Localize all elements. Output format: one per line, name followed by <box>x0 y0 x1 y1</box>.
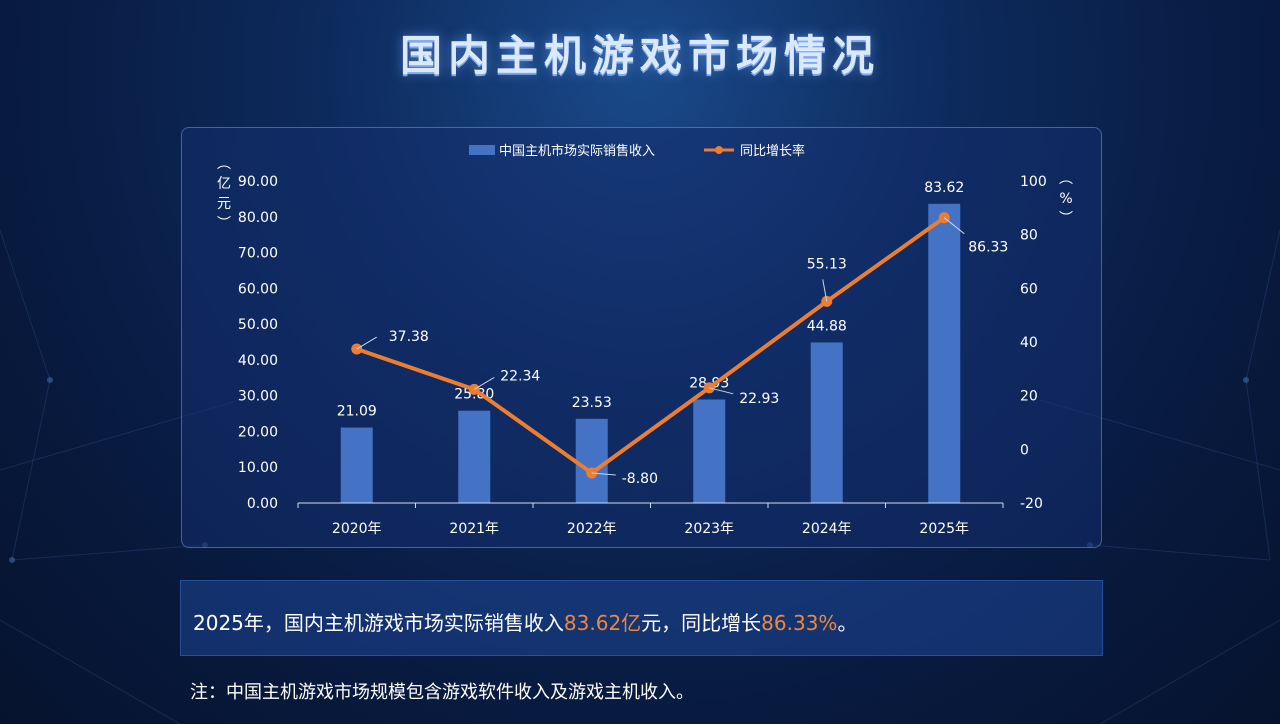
line-value-label: 22.93 <box>739 391 779 407</box>
combo-chart: 中国主机市场实际销售收入 同比增长率 0.00 10.00 20.00 30.00 40.0… <box>217 143 1073 537</box>
y-left-tick-label: 0.00 <box>247 496 278 512</box>
y-left-tick-label: 20.00 <box>238 424 278 440</box>
bar <box>575 418 608 503</box>
x-tick-label: 2021年 <box>449 521 499 537</box>
bar <box>928 203 961 503</box>
y-left-tick-label: 90.00 <box>238 174 278 190</box>
bar-value-label: 21.09 <box>337 404 377 420</box>
y-right-tick-label: 100 <box>1020 174 1047 190</box>
growth-rate-point <box>821 295 833 307</box>
y-left-axis-title: 元 <box>217 196 231 212</box>
y-left-tick-label: 60.00 <box>238 281 278 297</box>
growth-rate-line <box>356 216 946 475</box>
x-tick-label: 2020年 <box>332 521 382 537</box>
y-left-tick-label: 50.00 <box>238 317 278 333</box>
y-right-tick-label: 20 <box>1020 389 1038 405</box>
legend-line-marker <box>715 146 723 154</box>
y-left-tick-label: 70.00 <box>238 246 278 262</box>
bar <box>340 427 373 503</box>
bar-value-label: 23.53 <box>572 395 612 411</box>
x-tick-label: 2023年 <box>684 521 734 537</box>
y-left-axis-title: ︶ <box>217 216 231 232</box>
y-left-axis-title: 亿 <box>217 176 231 192</box>
y-left-tick-label: 80.00 <box>238 210 278 226</box>
summary-growth: 86.33% <box>761 611 838 635</box>
y-right-tick-label: 80 <box>1020 228 1038 244</box>
bar <box>693 399 726 503</box>
y-right-tick-label: 40 <box>1020 335 1038 351</box>
y-right-axis-title: % <box>1059 191 1072 207</box>
y-right-axis-title: ︶ <box>1059 211 1073 227</box>
legend-bar-label: 中国主机市场实际销售收入 <box>499 143 655 159</box>
x-tick-label: 2025年 <box>919 521 969 537</box>
bar <box>810 342 843 503</box>
summary-part3: 。 <box>837 611 858 635</box>
label-leader-line <box>709 387 734 395</box>
label-leader-line <box>822 279 828 302</box>
summary-revenue: 83.62亿 <box>563 611 642 635</box>
line-value-label: -8.80 <box>622 471 658 487</box>
bar <box>458 410 491 503</box>
summary-part1: 2025年，国内主机游戏市场实际销售收入 <box>193 611 564 635</box>
y-right-axis-title: ︵ <box>1059 171 1073 187</box>
chart-panel: 中国主机市场实际销售收入 同比增长率 0.00 10.00 20.00 30.00 40.0… <box>181 127 1102 548</box>
y-left-tick-label: 10.00 <box>238 460 278 476</box>
legend-line-label: 同比增长率 <box>740 143 805 159</box>
y-left-axis-title: ︵ <box>217 156 231 172</box>
line-value-label: 22.34 <box>500 368 540 384</box>
footnote: 注：中国主机游戏市场规模包含游戏软件收入及游戏主机收入。 <box>190 682 694 703</box>
y-right-tick-label: 60 <box>1020 281 1038 297</box>
label-leader-line <box>591 472 616 476</box>
summary-box: 2025年，国内主机游戏市场实际销售收入83.62亿元，同比增长86.33%。 <box>180 580 1103 656</box>
label-leader-line <box>473 376 495 390</box>
x-tick-label: 2024年 <box>802 521 852 537</box>
bar-value-label: 44.88 <box>807 318 847 334</box>
summary-text: 2025年，国内主机游戏市场实际销售收入83.62亿元，同比增长86.33%。 <box>193 607 857 636</box>
x-tick-label: 2022年 <box>567 521 617 537</box>
line-value-label: 37.38 <box>389 329 429 345</box>
label-leader-line <box>356 336 378 350</box>
y-left-tick-label: 40.00 <box>238 353 278 369</box>
bar-value-label: 83.62 <box>924 180 964 196</box>
page-title: 国内主机游戏市场情况 <box>399 31 880 80</box>
line-value-label: 55.13 <box>807 256 847 272</box>
y-right-tick-label: 0 <box>1020 442 1029 458</box>
legend-bar-swatch <box>469 145 495 155</box>
y-right-tick-label: -20 <box>1020 496 1043 512</box>
label-leader-line <box>943 217 965 235</box>
summary-part2: 元，同比增长 <box>641 611 762 635</box>
y-left-tick-label: 30.00 <box>238 389 278 405</box>
line-value-label: 86.33 <box>968 240 1008 256</box>
